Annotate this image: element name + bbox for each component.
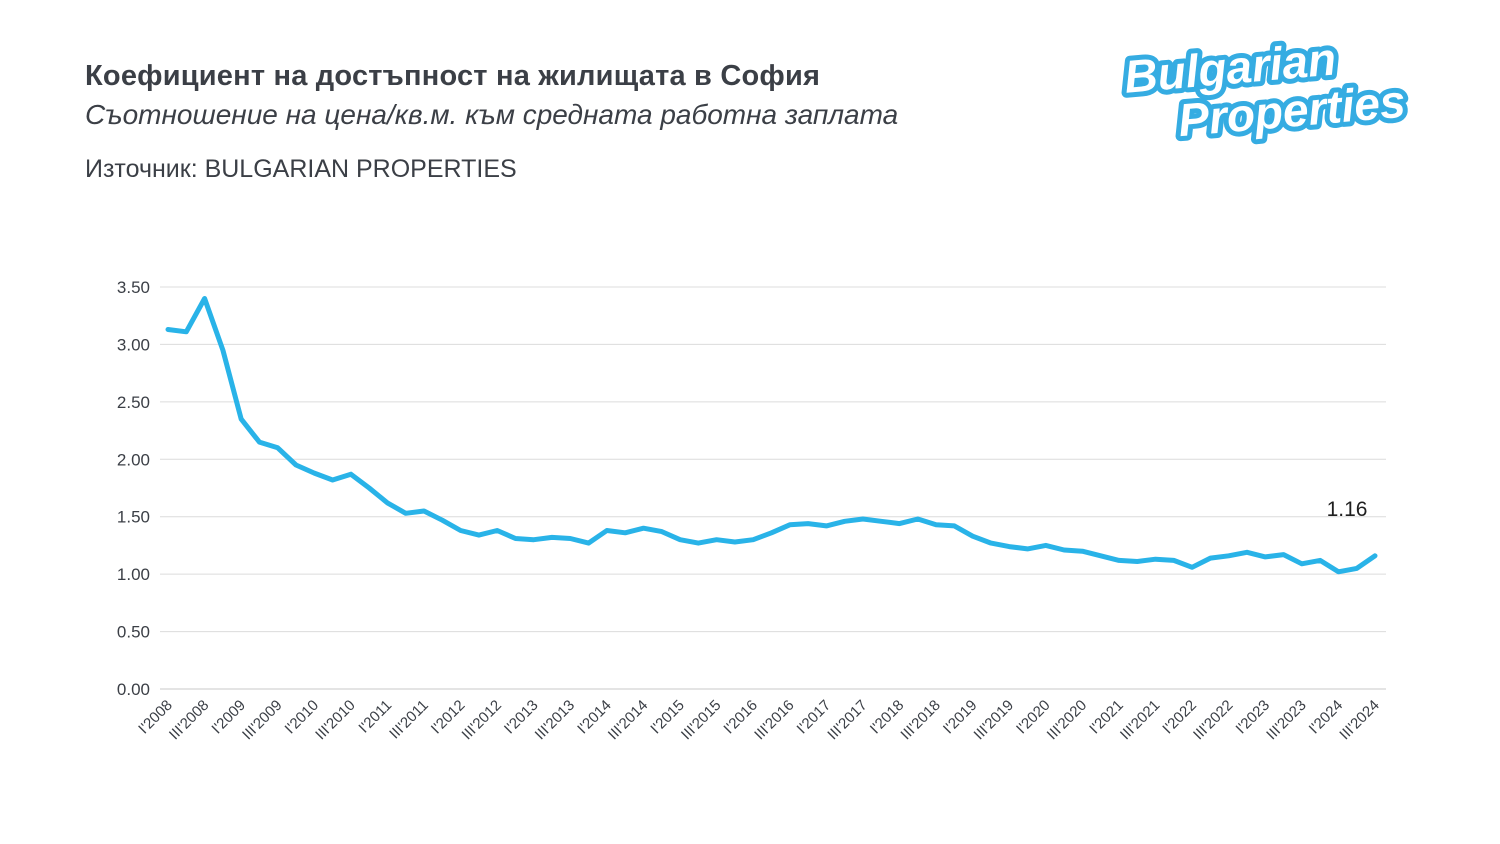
y-tick-label: 3.00 <box>117 335 150 354</box>
chart-svg: 0.000.501.001.502.002.503.003.50I'2008II… <box>117 278 1386 743</box>
bulgarian-properties-logo: Bulgarian Properties <box>1117 28 1428 152</box>
affordability-line-chart: 0.00 0.50 1.00 1.50 2.00 2.50 3.00 3.50 I'2008 II… <box>0 230 1500 844</box>
x-tick-label: III'2011 <box>386 697 432 743</box>
x-tick-label: III'2014 <box>605 697 651 743</box>
chart-header: Коефициент на достъпност на жилищата в С… <box>85 60 898 184</box>
x-tick-label: III'2020 <box>1044 697 1090 743</box>
x-tick-label: III'2015 <box>678 697 724 743</box>
source-line: Източник: BULGARIAN PROPERTIES <box>85 155 517 183</box>
page-title: Коефициент на достъпност на жилищата в С… <box>85 60 821 92</box>
y-tick-label: 1.50 <box>117 508 150 527</box>
end-value-label: 1.16 <box>1327 498 1368 521</box>
y-tick-label: 0.00 <box>117 680 150 699</box>
series-line <box>165 296 1378 575</box>
logo-svg: Bulgarian Properties <box>1117 28 1412 152</box>
x-tick-label: III'2018 <box>897 697 943 743</box>
page-subtitle: Съотношение на цена/кв.м. към средната р… <box>85 99 899 130</box>
x-tick-label: III'2022 <box>1190 697 1236 743</box>
x-tick-label: III'2012 <box>459 697 505 743</box>
y-tick-label: 2.50 <box>117 393 150 412</box>
x-tick-label: III'2017 <box>824 697 870 743</box>
x-tick-label: III'2016 <box>751 697 797 743</box>
y-tick-label: 2.00 <box>117 450 150 469</box>
x-tick-label: III'2023 <box>1263 697 1309 743</box>
y-tick-label: 1.00 <box>117 565 150 584</box>
x-tick-label: III'2010 <box>312 697 358 743</box>
x-tick-label: III'2013 <box>532 697 578 743</box>
y-tick-label: 0.50 <box>117 623 150 642</box>
x-tick-label: III'2009 <box>239 697 285 743</box>
x-tick-label: III'2021 <box>1117 697 1163 743</box>
x-tick-label: III'2008 <box>166 697 212 743</box>
x-tick-label: III'2019 <box>971 697 1017 743</box>
x-tick-label: III'2024 <box>1336 697 1382 743</box>
y-tick-label: 3.50 <box>117 278 150 297</box>
